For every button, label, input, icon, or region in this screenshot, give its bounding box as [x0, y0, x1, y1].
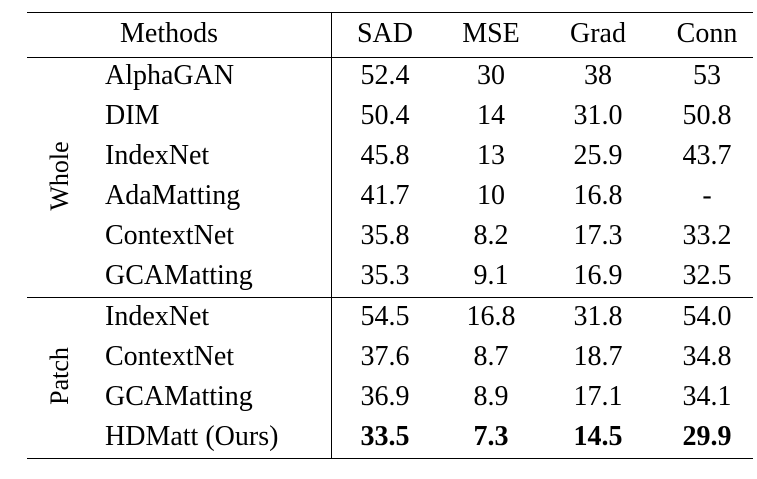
conn-value: 54.0 [682, 301, 732, 332]
method-name: DIM [105, 100, 160, 131]
method-name: ContextNet [105, 341, 235, 372]
table-row: AlphaGAN 52.4 30 38 53 [0, 56, 757, 96]
conn-value: 43.7 [682, 140, 732, 171]
mse-value: 30 [477, 60, 505, 91]
sad-value: 54.5 [360, 301, 410, 332]
grad-value: 17.3 [573, 220, 623, 251]
header-conn: Conn [676, 18, 738, 49]
grad-value: 25.9 [573, 140, 623, 171]
mse-value: 9.1 [473, 260, 509, 291]
table-row: ContextNet 37.6 8.7 18.7 34.8 [0, 337, 757, 377]
header-sad: SAD [356, 18, 413, 49]
grad-value: 18.7 [573, 341, 623, 372]
sad-value: 52.4 [360, 60, 410, 91]
method-name: GCAMatting [105, 260, 253, 291]
conn-value: - [702, 180, 712, 211]
grad-value: 31.0 [573, 100, 623, 131]
sad-value: 35.3 [360, 260, 410, 291]
column-separator-rule [331, 12, 332, 459]
conn-value: 53 [693, 60, 721, 91]
method-name: IndexNet [105, 140, 210, 171]
grad-value: 17.1 [573, 381, 623, 412]
mse-value: 14 [477, 100, 505, 131]
method-name: HDMatt (Ours) [105, 421, 279, 452]
mse-value: 8.9 [473, 381, 509, 412]
method-name: GCAMatting [105, 381, 253, 412]
method-name: AlphaGAN [105, 60, 235, 91]
group-separator-rule [27, 297, 753, 298]
top-rule [27, 12, 753, 13]
table-row: AdaMatting 41.7 10 16.8 - [0, 176, 757, 216]
header-row: Methods SAD MSE Grad Conn [0, 12, 757, 52]
grad-value: 16.8 [573, 180, 623, 211]
header-rule [27, 57, 753, 58]
mse-value: 8.7 [473, 341, 509, 372]
table-row: GCAMatting 35.3 9.1 16.9 32.5 [0, 256, 757, 296]
header-grad: Grad [570, 18, 626, 49]
grad-value: 38 [584, 60, 612, 91]
sad-value: 36.9 [360, 381, 410, 412]
grad-value: 14.5 [573, 421, 623, 452]
table-row: IndexNet 54.5 16.8 31.8 54.0 [0, 297, 757, 337]
sad-value: 37.6 [360, 341, 410, 372]
header-methods: Methods [120, 18, 218, 49]
method-name: IndexNet [105, 301, 210, 332]
bottom-rule [27, 458, 753, 459]
method-name: ContextNet [105, 220, 235, 251]
method-name: AdaMatting [105, 180, 241, 211]
conn-value: 50.8 [682, 100, 732, 131]
conn-value: 32.5 [682, 260, 732, 291]
sad-value: 33.5 [360, 421, 410, 452]
conn-value: 34.1 [682, 381, 732, 412]
conn-value: 29.9 [682, 421, 732, 452]
table-row: GCAMatting 36.9 8.9 17.1 34.1 [0, 377, 757, 417]
mse-value: 7.3 [473, 421, 509, 452]
mse-value: 8.2 [473, 220, 509, 251]
sad-value: 45.8 [360, 140, 410, 171]
header-mse: MSE [462, 18, 520, 49]
mse-value: 13 [477, 140, 505, 171]
sad-value: 41.7 [360, 180, 410, 211]
conn-value: 33.2 [682, 220, 732, 251]
grad-value: 31.8 [573, 301, 623, 332]
table-row: DIM 50.4 14 31.0 50.8 [0, 96, 757, 136]
conn-value: 34.8 [682, 341, 732, 372]
mse-value: 16.8 [466, 301, 516, 332]
table-row: IndexNet 45.8 13 25.9 43.7 [0, 136, 757, 176]
grad-value: 16.9 [573, 260, 623, 291]
sad-value: 35.8 [360, 220, 410, 251]
sad-value: 50.4 [360, 100, 410, 131]
mse-value: 10 [477, 180, 505, 211]
table-row-ours: HDMatt (Ours) 33.5 7.3 14.5 29.9 [0, 417, 757, 457]
table-row: ContextNet 35.8 8.2 17.3 33.2 [0, 216, 757, 256]
